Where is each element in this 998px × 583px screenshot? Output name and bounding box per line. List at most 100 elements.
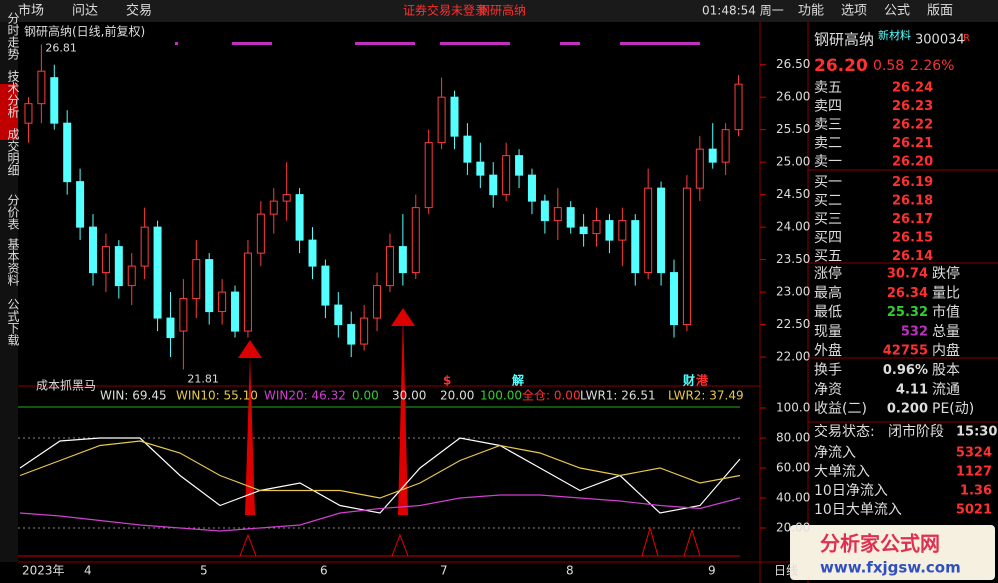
book-label: 卖二 — [814, 136, 842, 152]
candle-body — [734, 83, 743, 131]
candle-body — [695, 148, 704, 189]
side-tab[interactable]: 技术分析 — [6, 70, 20, 119]
flow-label: 大单流入 — [814, 464, 870, 480]
book-price: 26.18 — [892, 194, 933, 209]
candle-body — [205, 259, 214, 313]
menu-item[interactable]: 交易 — [126, 3, 152, 19]
flow-value: 1127 — [956, 465, 992, 480]
book-price: 26.23 — [892, 99, 933, 114]
candle-body — [37, 70, 46, 105]
flow-label: 净流入 — [814, 445, 856, 461]
indicator-line — [19, 494, 741, 532]
low-label: 21.81 — [187, 372, 219, 385]
book-price: 26.21 — [892, 136, 933, 151]
side-tab[interactable]: 公式下载 — [6, 298, 20, 347]
stat-label: 净资 — [814, 382, 842, 398]
side-tab[interactable]: 成交明细 — [6, 128, 20, 176]
candle-body — [218, 291, 227, 313]
stat-label: 股本 — [932, 363, 960, 379]
candle-body — [527, 174, 536, 202]
book-price: 26.14 — [892, 249, 933, 264]
y-tick-label: 26.00 — [776, 90, 810, 104]
candle-body — [385, 246, 394, 287]
y-tick-label: 20.00 — [776, 521, 810, 535]
stock-link[interactable]: 钢研高纳 — [478, 3, 526, 18]
menu-item[interactable]: 版面 — [927, 4, 953, 19]
candle-body — [101, 246, 110, 274]
book-label: 卖三 — [814, 117, 842, 133]
candle-body — [631, 220, 640, 274]
candle-body — [127, 265, 136, 287]
candle-body — [282, 194, 291, 202]
candle-body — [657, 187, 666, 274]
book-price: 26.20 — [892, 155, 933, 170]
stat-label: 最高 — [814, 284, 842, 301]
event-marker[interactable]: 港 — [696, 373, 709, 388]
menu-item[interactable]: 问达 — [72, 4, 98, 19]
candle-body — [579, 226, 588, 235]
candle-body — [618, 220, 627, 241]
side-tab[interactable]: 分价表 — [6, 194, 20, 230]
candle-body — [153, 226, 162, 319]
candle-body — [360, 317, 369, 345]
last-price: 26.20 — [814, 56, 868, 76]
candle-body — [347, 324, 356, 345]
stat-label: 总量 — [932, 324, 960, 340]
menu-bar — [0, 0, 998, 22]
candle-body — [63, 122, 72, 183]
stat-value: 4.11 — [896, 382, 928, 397]
book-price: 26.15 — [892, 231, 933, 246]
side-tab[interactable]: 分时走势 — [6, 12, 20, 60]
side-tab[interactable]: 基本资料 — [6, 238, 20, 286]
tab-active — [0, 84, 18, 140]
candle-body — [450, 96, 459, 137]
candle-body — [231, 291, 240, 332]
candle-body — [566, 207, 575, 228]
sector-tag[interactable]: 新材料 — [878, 28, 911, 42]
y-tick-label: 24.50 — [776, 187, 810, 201]
status-value: 闭市阶段 — [888, 423, 944, 440]
stat-value: 25.32 — [887, 305, 928, 320]
stat-label: 市值 — [932, 304, 960, 321]
stat-label: 收益(二) — [814, 401, 867, 417]
flow-value: 5021 — [956, 503, 992, 518]
candle-body — [114, 246, 123, 287]
price-pct: 2.26% — [910, 58, 954, 74]
candle-body — [592, 220, 601, 235]
y-tick-label: 40.00 — [776, 491, 810, 505]
x-tick-label: 5 — [200, 564, 208, 578]
candle-body — [515, 155, 524, 176]
y-tick-label: 22.00 — [776, 350, 810, 364]
stat-label: 量比 — [932, 285, 960, 301]
arrow-head — [238, 308, 415, 358]
login-notice[interactable]: 证券交易未登录 — [403, 3, 487, 18]
event-marker[interactable]: 解 — [512, 373, 524, 388]
stat-label: 最低 — [814, 305, 842, 321]
menu-item[interactable]: 市场 — [18, 3, 44, 19]
candle-body — [708, 148, 717, 163]
flow-label: 10日净流入 — [814, 483, 888, 499]
indicator-param: 20.00 — [440, 389, 474, 403]
flow-value: 1.36 — [960, 484, 992, 499]
price-change: 0.58 — [873, 58, 904, 74]
event-marker[interactable]: $ — [443, 374, 451, 388]
candle-body — [89, 226, 98, 274]
menu-item[interactable]: 选项 — [841, 4, 867, 19]
indicator-param: WIN: 69.45 — [100, 389, 167, 403]
menu-item[interactable]: 功能 — [798, 4, 824, 19]
candle-body — [502, 155, 511, 196]
book-label: 卖一 — [814, 154, 842, 170]
y-tick-label: 80.00 — [776, 431, 810, 445]
candle-body — [308, 239, 317, 267]
y-tick-label: 23.00 — [776, 285, 810, 299]
candle-body — [644, 187, 653, 274]
event-marker[interactable]: 财 — [682, 373, 695, 388]
stat-value: 42755 — [883, 344, 928, 359]
x-tick-label: 9 — [708, 564, 716, 578]
stat-label: 内盘 — [932, 342, 960, 359]
candle-body — [540, 200, 549, 222]
menu-item[interactable]: 公式 — [884, 4, 910, 19]
candle-body — [437, 96, 446, 144]
candle-body — [411, 207, 420, 274]
